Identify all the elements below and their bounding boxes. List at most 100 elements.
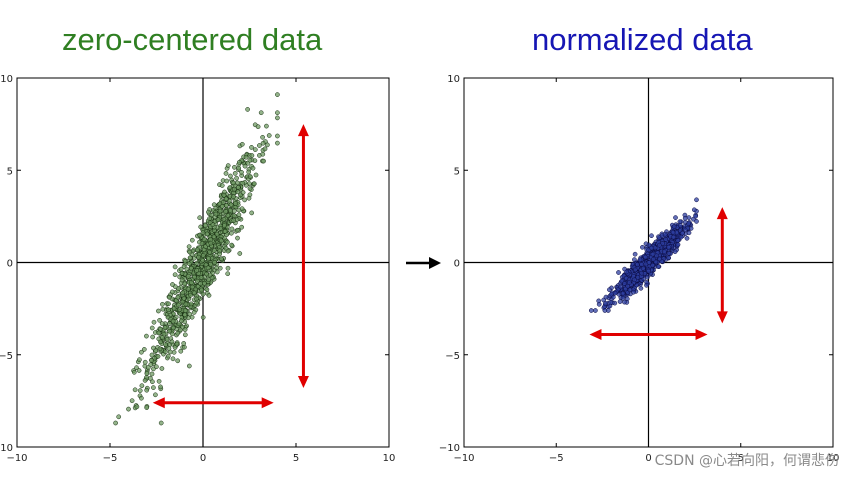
scatter-point: [188, 301, 194, 307]
scatter-point: [275, 133, 280, 139]
scatter-point: [198, 224, 204, 230]
scatter-point: [192, 290, 197, 296]
scatter-points: [588, 197, 699, 313]
scatter-point: [187, 249, 193, 255]
chart-title-zero-centered: zero-centered data: [62, 22, 323, 57]
scatter-point: [197, 215, 203, 221]
scatter-point: [666, 250, 672, 256]
scatter-panel-zero-centered: −10 −5 0 5 10 −10 −5 0 5 10: [0, 74, 395, 464]
scatter-point: [231, 218, 237, 223]
scatter-point: [204, 271, 209, 277]
scatter-point: [156, 378, 162, 384]
scatter-point: [194, 260, 200, 266]
scatter-point: [233, 201, 238, 206]
scatter-point: [186, 363, 192, 369]
scatter-point: [139, 395, 144, 401]
scatter-point: [222, 228, 228, 234]
scatter-point: [671, 224, 677, 229]
scatter-point: [219, 183, 225, 188]
arrow-head: [297, 124, 309, 137]
scatter-point: [129, 398, 135, 404]
scatter-point: [148, 362, 154, 367]
scatter-point: [204, 287, 210, 292]
scatter-point: [672, 249, 678, 255]
scatter-point: [231, 208, 237, 214]
scatter-point: [164, 337, 170, 342]
scatter-point: [191, 310, 197, 315]
scatter-point: [257, 143, 262, 148]
scatter-point: [126, 406, 131, 412]
scatter-point: [141, 347, 147, 352]
x-tick-label: 10: [827, 453, 840, 464]
scatter-point: [249, 210, 255, 216]
x-tick-label: 0: [200, 453, 206, 464]
scatter-point: [214, 269, 220, 275]
scatter-point: [186, 261, 192, 267]
scatter-point: [171, 349, 177, 355]
scatter-point: [673, 215, 678, 220]
scatter-point: [627, 287, 633, 293]
scatter-point: [217, 251, 223, 257]
y-tick-label: −5: [445, 351, 460, 362]
scatter-point: [187, 255, 193, 261]
scatter-point: [618, 284, 623, 290]
scatter-point: [159, 321, 165, 326]
scatter-point: [163, 349, 168, 355]
scatter-point: [158, 339, 163, 345]
scatter-point: [222, 223, 227, 228]
scatter-point: [249, 145, 254, 150]
scatter-point: [684, 235, 690, 241]
scatter-point: [206, 277, 212, 283]
scatter-point: [225, 265, 231, 271]
scatter-point: [157, 317, 162, 323]
scatter-point: [225, 239, 230, 245]
scatter-point: [682, 215, 688, 221]
scatter-point: [205, 265, 211, 271]
scatter-point: [632, 257, 637, 262]
scatter-point: [608, 300, 614, 305]
scatter-point: [235, 235, 240, 241]
scatter-point: [208, 240, 214, 246]
scatter-point: [207, 216, 212, 221]
scatter-point: [170, 282, 175, 287]
scatter-point: [212, 260, 217, 265]
scatter-point: [166, 345, 172, 351]
scatter-point: [144, 371, 150, 376]
scatter-point: [183, 301, 189, 307]
scatter-point: [266, 133, 272, 138]
chart-title-normalized: normalized data: [532, 22, 753, 57]
scatter-point: [228, 202, 234, 208]
scatter-point: [208, 261, 213, 267]
horizontal-range-arrow: [589, 328, 708, 340]
scatter-point: [231, 194, 236, 200]
scatter-point: [175, 294, 181, 300]
scatter-point: [218, 238, 224, 244]
scatter-point: [163, 342, 168, 347]
scatter-point: [694, 197, 699, 203]
scatter-point: [200, 315, 206, 320]
x-tick-label: −5: [549, 453, 564, 464]
scatter-point: [694, 219, 699, 224]
scatter-point: [251, 181, 257, 187]
x-tick-label: −10: [453, 453, 474, 464]
scatter-point: [246, 169, 252, 175]
scatter-point: [239, 206, 245, 212]
scatter-point: [631, 289, 636, 295]
scatter-point: [264, 123, 269, 129]
scatter-point: [602, 308, 608, 313]
scatter-point: [225, 271, 231, 277]
scatter-point: [640, 244, 645, 250]
scatter-point: [607, 287, 612, 293]
scatter-point: [172, 264, 178, 270]
scatter-point: [675, 242, 681, 247]
scatter-point: [149, 325, 155, 331]
y-tick-label: 10: [447, 74, 460, 85]
scatter-point: [211, 248, 217, 253]
scatter-point: [234, 175, 239, 181]
scatter-point: [139, 383, 145, 389]
scatter-point: [179, 270, 185, 276]
scatter-point: [199, 287, 205, 293]
scatter-point: [231, 213, 237, 219]
scatter-point: [215, 217, 221, 223]
